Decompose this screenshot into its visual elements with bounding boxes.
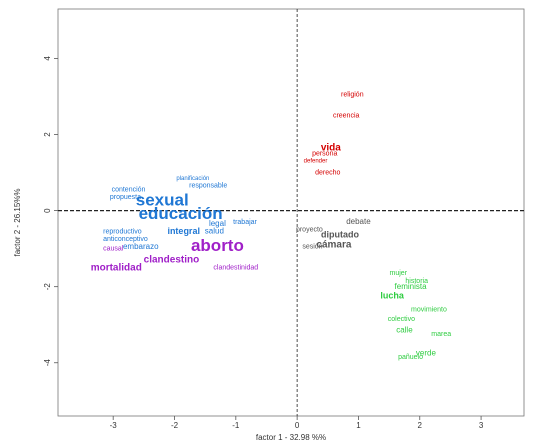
term-label: sexual bbox=[136, 191, 189, 210]
term-label: colectivo bbox=[388, 316, 415, 323]
term-label: mujer bbox=[390, 270, 408, 277]
term-label: debate bbox=[346, 217, 371, 226]
x-tick-label: -1 bbox=[232, 421, 240, 430]
term-label: propuesta bbox=[110, 194, 141, 201]
term-label: calle bbox=[396, 326, 413, 335]
term-label: diputado bbox=[321, 230, 359, 240]
term-label: creencia bbox=[333, 112, 360, 119]
term-label: sesión bbox=[302, 244, 322, 251]
reference-lines bbox=[58, 9, 524, 416]
x-tick-label: -2 bbox=[171, 421, 179, 430]
term-label: trabajar bbox=[233, 219, 257, 226]
x-axis-title: factor 1 - 32.98 %% bbox=[256, 433, 326, 442]
y-tick-label: -2 bbox=[43, 283, 52, 291]
term-label: reproductivo bbox=[103, 228, 142, 235]
term-label: responsable bbox=[189, 183, 227, 190]
term-label: clandestinidad bbox=[213, 264, 258, 271]
term-label: persona bbox=[312, 150, 337, 157]
y-axis-title: factor 2 - 26.15%% bbox=[13, 188, 22, 256]
x-tick-label: 2 bbox=[418, 421, 423, 430]
y-tick-label: 4 bbox=[43, 56, 52, 61]
term-label: vida bbox=[321, 142, 341, 153]
term-label: anticonceptivo bbox=[103, 236, 148, 243]
x-tick-label: 1 bbox=[356, 421, 361, 430]
x-tick-label: 0 bbox=[295, 421, 300, 430]
term-label: feminista bbox=[395, 282, 428, 291]
plot-frame bbox=[57, 8, 525, 417]
x-tick-label: -3 bbox=[110, 421, 118, 430]
x-axis-ticks: -3 -2 -1 0 1 2 3 bbox=[110, 416, 484, 430]
term-label: mortalidad bbox=[91, 262, 142, 273]
term-label: clandestino bbox=[144, 255, 200, 266]
term-label: verde bbox=[416, 348, 437, 357]
term-label: defender bbox=[304, 159, 328, 165]
term-label: integral bbox=[167, 226, 200, 236]
term-label: causal bbox=[103, 245, 124, 252]
term-label: lucha bbox=[380, 291, 405, 301]
y-tick-label: 0 bbox=[43, 208, 52, 213]
term-label: educación bbox=[139, 204, 223, 223]
term-label: historia bbox=[405, 278, 428, 285]
y-axis-ticks: -4 -2 0 2 4 bbox=[43, 56, 58, 367]
term-label: legal bbox=[209, 219, 226, 228]
term-label: pañuelo bbox=[398, 354, 423, 361]
term-label: derecho bbox=[315, 169, 340, 176]
term-label: contención bbox=[112, 187, 146, 194]
term-label: salud bbox=[205, 227, 224, 236]
term-label: aborto bbox=[191, 236, 244, 255]
y-tick-label: 2 bbox=[43, 132, 52, 137]
term-label: proyecto bbox=[296, 226, 323, 233]
term-label: movimiento bbox=[411, 306, 447, 313]
x-tick-label: 3 bbox=[479, 421, 484, 430]
term-label: religión bbox=[341, 91, 364, 98]
term-label: marea bbox=[431, 331, 451, 338]
term-label: embarazo bbox=[123, 242, 159, 251]
y-tick-label: -4 bbox=[43, 359, 52, 367]
term-label: planificación bbox=[176, 176, 209, 182]
term-label: cámara bbox=[316, 239, 351, 250]
